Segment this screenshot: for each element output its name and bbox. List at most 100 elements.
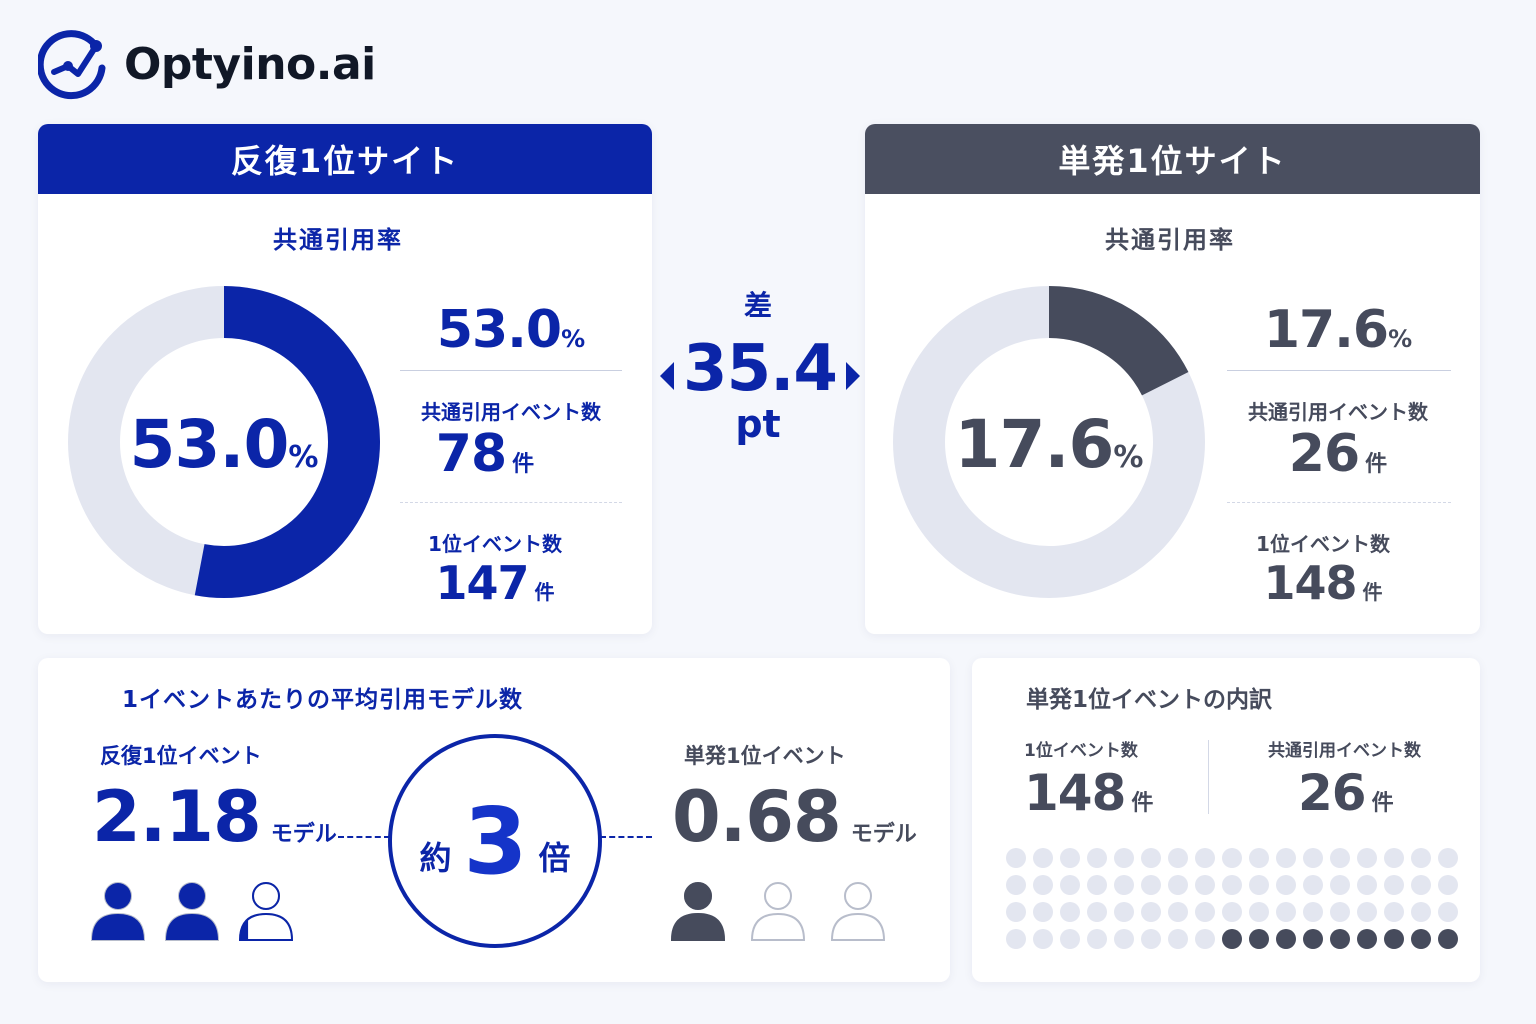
card-title: 1イベントあたりの平均引用モデル数 bbox=[122, 687, 524, 713]
single-event-value: 0.68 モデル bbox=[672, 776, 917, 858]
event-dot bbox=[1303, 929, 1323, 949]
event-dot bbox=[1249, 902, 1269, 922]
event-dot bbox=[1168, 902, 1188, 922]
left-stat2-value: 78 件 bbox=[435, 424, 535, 484]
event-dot bbox=[1141, 929, 1161, 949]
single-breakdown-card: 単発1位イベントの内訳 1位イベント数 148 件 共通引用イベント数 26 件 bbox=[972, 658, 1480, 982]
person-icon bbox=[238, 882, 294, 941]
event-dot bbox=[1330, 848, 1350, 868]
event-dot bbox=[1168, 929, 1188, 949]
event-dot bbox=[1087, 848, 1107, 868]
event-dot bbox=[1357, 902, 1377, 922]
event-dot bbox=[1330, 902, 1350, 922]
event-dot bbox=[1411, 902, 1431, 922]
event-dot bbox=[1087, 929, 1107, 949]
event-dot bbox=[1087, 875, 1107, 895]
diff-label: 差 bbox=[743, 289, 772, 322]
right-stat2-value: 26 件 bbox=[1288, 424, 1388, 484]
right-stat-rate: 17.6 % bbox=[1263, 300, 1413, 360]
event-dot bbox=[1060, 929, 1080, 949]
event-dot bbox=[1141, 875, 1161, 895]
event-dot bbox=[1195, 875, 1215, 895]
event-dot bbox=[1087, 902, 1107, 922]
event-dot bbox=[1357, 875, 1377, 895]
event-dot bbox=[1249, 848, 1269, 868]
event-dot bbox=[1033, 875, 1053, 895]
event-dot bbox=[1276, 902, 1296, 922]
person-icon bbox=[670, 882, 726, 941]
event-dot bbox=[1060, 848, 1080, 868]
event-dot bbox=[1330, 929, 1350, 949]
single-people-icons bbox=[670, 882, 886, 941]
event-dot bbox=[1384, 902, 1404, 922]
repeat-people-icons bbox=[90, 882, 294, 941]
event-dot bbox=[1141, 902, 1161, 922]
event-dot bbox=[1195, 848, 1215, 868]
event-dot bbox=[1222, 848, 1242, 868]
event-dot bbox=[1411, 875, 1431, 895]
event-dot bbox=[1357, 848, 1377, 868]
event-dot bbox=[1384, 848, 1404, 868]
event-dot bbox=[1411, 929, 1431, 949]
card-header: 反復1位サイト bbox=[38, 124, 652, 194]
diff-right-arrow-icon bbox=[846, 362, 860, 390]
event-dot bbox=[1249, 929, 1269, 949]
event-dot bbox=[1006, 875, 1026, 895]
person-icon bbox=[164, 882, 220, 941]
event-dot bbox=[1303, 875, 1323, 895]
event-dot bbox=[1438, 875, 1458, 895]
right-stat3-value: 148 件 bbox=[1263, 556, 1383, 610]
event-dot bbox=[1384, 929, 1404, 949]
event-dot bbox=[1411, 848, 1431, 868]
event-dot bbox=[1006, 848, 1026, 868]
event-dot bbox=[1006, 902, 1026, 922]
dot-grid bbox=[1006, 848, 1466, 952]
person-icon bbox=[750, 882, 806, 941]
average-models-card: 1イベントあたりの平均引用モデル数 反復1位イベント 2.18 モデル 約 3 … bbox=[38, 658, 950, 982]
event-dot bbox=[1168, 875, 1188, 895]
event-dot bbox=[1276, 875, 1296, 895]
event-dot bbox=[1438, 848, 1458, 868]
event-dot bbox=[1222, 875, 1242, 895]
event-dot bbox=[1222, 902, 1242, 922]
breakdown-col1-value: 148 件 bbox=[1024, 764, 1154, 822]
diff-unit: pt bbox=[735, 402, 781, 446]
event-dot bbox=[1114, 902, 1134, 922]
event-dot bbox=[1060, 902, 1080, 922]
event-dot bbox=[1195, 902, 1215, 922]
event-dot bbox=[1330, 875, 1350, 895]
diff-left-arrow-icon bbox=[660, 362, 674, 390]
repeat-event-label: 反復1位イベント bbox=[100, 744, 262, 768]
event-dot bbox=[1276, 929, 1296, 949]
right-donut-arc bbox=[1048, 286, 1189, 397]
right-stat3-label: 1位イベント数 bbox=[1256, 532, 1390, 556]
left-donut-arc bbox=[194, 286, 380, 598]
event-dot bbox=[1006, 929, 1026, 949]
right-donut-chart bbox=[893, 286, 1205, 598]
right-stat2-label: 共通引用イベント数 bbox=[1248, 400, 1428, 424]
left-donut-chart bbox=[68, 286, 380, 598]
left-donut-value: 53.0 % bbox=[129, 406, 319, 483]
card-subtitle: 共通引用率 bbox=[1105, 226, 1235, 254]
card-header: 単発1位サイト bbox=[865, 124, 1480, 194]
repeat-event-value: 2.18 モデル bbox=[92, 776, 337, 858]
left-stat3-label: 1位イベント数 bbox=[428, 532, 562, 556]
event-dot bbox=[1033, 929, 1053, 949]
card-subtitle: 共通引用率 bbox=[273, 226, 403, 254]
breakdown-col2-value: 26 件 bbox=[1298, 764, 1394, 822]
event-dot bbox=[1033, 848, 1053, 868]
event-dot bbox=[1222, 929, 1242, 949]
diff-value: 35.4 bbox=[683, 332, 838, 406]
event-dot bbox=[1114, 929, 1134, 949]
single-first-site-card: 単発1位サイト 共通引用率 17.6 % 17.6 % 共通引用イベント数 26… bbox=[865, 124, 1480, 634]
event-dot bbox=[1060, 875, 1080, 895]
person-icon bbox=[90, 882, 146, 941]
event-dot bbox=[1357, 929, 1377, 949]
card-title: 単発1位イベントの内訳 bbox=[1026, 687, 1273, 713]
event-dot bbox=[1303, 848, 1323, 868]
event-dot bbox=[1033, 902, 1053, 922]
right-donut-value: 17.6 % bbox=[954, 406, 1144, 483]
event-dot bbox=[1276, 848, 1296, 868]
chart-line-circle-icon bbox=[38, 30, 106, 100]
event-dot bbox=[1168, 848, 1188, 868]
